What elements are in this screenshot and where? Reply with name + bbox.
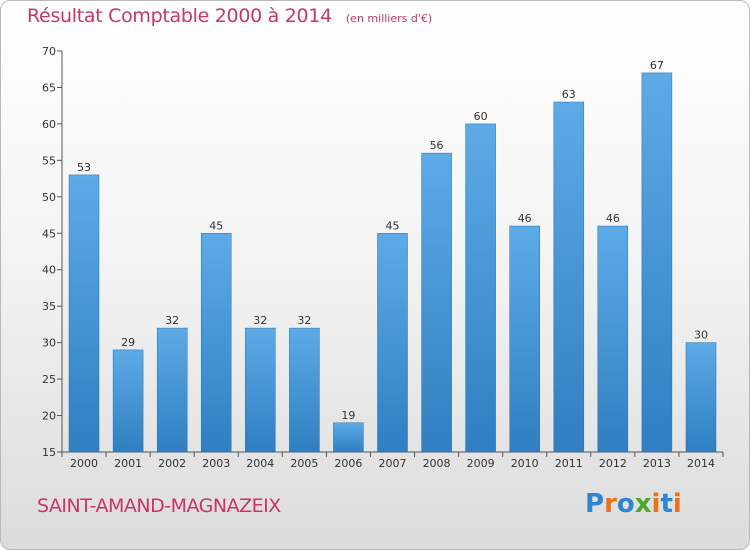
x-tick-label-2012: 2012 (599, 457, 627, 470)
y-tick-label: 55 (42, 154, 56, 167)
proxiti-logo[interactable]: Proxiti (585, 489, 682, 519)
data-label-2001: 29 (121, 336, 135, 349)
y-tick-label: 25 (42, 373, 56, 386)
data-labels: 53 29 32 45 32 32 19 45 56 60 46 63 46 67 30 (77, 59, 708, 422)
data-label-2012: 46 (606, 212, 620, 225)
y-tick-label: 20 (42, 410, 56, 423)
data-label-2005: 32 (297, 314, 311, 327)
x-tick-label-2011: 2011 (555, 457, 583, 470)
x-tick-label-2013: 2013 (643, 457, 671, 470)
commune-name: SAINT-AMAND-MAGNAZEIX (37, 495, 281, 517)
bar-2012[interactable] (597, 225, 629, 453)
bar-2001[interactable] (112, 349, 144, 453)
x-tick-label-2014: 2014 (687, 457, 715, 470)
bar-2011[interactable] (553, 101, 585, 453)
bar-2007[interactable] (377, 233, 408, 453)
x-tick-label-2001: 2001 (114, 457, 142, 470)
x-tick-label-2000: 2000 (70, 457, 98, 470)
logo-letter: i (651, 489, 661, 519)
data-label-2003: 45 (209, 219, 223, 232)
bar-2009[interactable] (465, 123, 496, 453)
data-label-2006: 19 (341, 409, 355, 422)
data-label-2009: 60 (474, 110, 488, 123)
chart-subtitle: (en milliers d'€) (345, 12, 433, 25)
data-label-2000: 53 (77, 161, 91, 174)
data-label-2013: 67 (650, 59, 664, 72)
y-tick-label: 60 (42, 118, 56, 131)
x-tick-label-2002: 2002 (158, 457, 186, 470)
x-tick-label-2003: 2003 (202, 457, 230, 470)
y-tick-label: 70 (42, 45, 56, 58)
data-label-2004: 32 (253, 314, 267, 327)
bar-2003[interactable] (200, 233, 232, 453)
bar-2014[interactable] (685, 342, 717, 453)
x-tick-label-2006: 2006 (334, 457, 362, 470)
logo-letter: o (616, 489, 635, 519)
x-tick-label-2007: 2007 (379, 457, 407, 470)
bar-2005[interactable] (289, 327, 320, 453)
y-tick-label: 50 (42, 191, 56, 204)
logo-letter: t (660, 489, 673, 519)
data-label-2002: 32 (165, 314, 179, 327)
x-tick-label-2009: 2009 (467, 457, 495, 470)
data-label-2011: 63 (562, 88, 576, 101)
y-tick-label: 35 (42, 300, 56, 313)
data-label-2010: 46 (518, 212, 532, 225)
x-tick-label-2005: 2005 (290, 457, 318, 470)
data-label-2008: 56 (430, 139, 444, 152)
bar-2006[interactable] (333, 422, 364, 453)
logo-letter: x (634, 489, 652, 519)
y-tick-label: 30 (42, 337, 56, 350)
chart-title: Résultat Comptable 2000 à 2014 (27, 5, 332, 27)
bar-2008[interactable] (421, 152, 452, 453)
x-axis: 2000 2001 2002 2003 2004 2005 2006 2007 2008 2009… (61, 451, 724, 470)
data-label-2014: 30 (694, 329, 708, 342)
x-tick-label-2010: 2010 (511, 457, 539, 470)
data-label-2007: 45 (386, 219, 400, 232)
bar-2002[interactable] (156, 327, 188, 453)
bar-2004[interactable] (245, 327, 276, 453)
x-tick-label-2004: 2004 (246, 457, 274, 470)
y-tick-label: 65 (42, 81, 56, 94)
bar-series (68, 72, 717, 453)
x-tick-label-2008: 2008 (423, 457, 451, 470)
y-tick-label: 40 (42, 264, 56, 277)
chart-header: Résultat Comptable 2000 à 2014 (en milli… (27, 5, 432, 27)
logo-letter: i (672, 489, 682, 519)
y-tick-label: 15 (42, 446, 56, 459)
y-axis: 15 20 25 30 35 40 45 50 55 60 65 70 (42, 45, 63, 459)
bar-2013[interactable] (641, 72, 673, 453)
logo-letter: r (604, 489, 617, 519)
logo-letter: P (585, 489, 605, 519)
bar-2000[interactable] (68, 174, 100, 453)
bar-2010[interactable] (509, 225, 540, 453)
y-tick-label: 45 (42, 227, 56, 240)
